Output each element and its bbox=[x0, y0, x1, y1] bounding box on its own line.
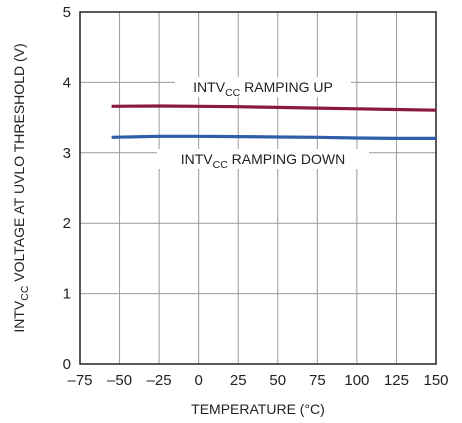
plot-frame bbox=[79, 11, 437, 365]
y-tick-label: 4 bbox=[63, 74, 71, 91]
x-tick-label: –25 bbox=[147, 372, 172, 389]
x-tick-label: –50 bbox=[107, 372, 132, 389]
x-tick-label: 0 bbox=[194, 372, 202, 389]
x-tick-label: 100 bbox=[344, 372, 369, 389]
series-labels: INTVCC RAMPING UP INTVCC RAMPING DOWN bbox=[157, 77, 369, 171]
series-line-ramping-up bbox=[111, 104, 437, 112]
series-line-ramping-down bbox=[111, 134, 436, 140]
series-label-background bbox=[157, 148, 369, 169]
y-tick-label: 5 bbox=[63, 4, 71, 21]
x-tick-label: 125 bbox=[384, 372, 409, 389]
series-label-background bbox=[175, 77, 351, 98]
grid bbox=[79, 11, 437, 365]
series-label-ramping-up: INTVCC RAMPING UP bbox=[193, 79, 333, 99]
x-tick-label: 50 bbox=[269, 372, 286, 389]
series-lines bbox=[111, 104, 437, 140]
y-axis-title: INTVCC VOLTAGE AT UVLO THRESHOLD (V) bbox=[11, 43, 31, 332]
y-tick-label: 0 bbox=[63, 356, 71, 373]
x-axis-title: TEMPERATURE (°C) bbox=[191, 401, 325, 417]
y-tick-label: 1 bbox=[63, 286, 71, 303]
tick-labels: –75 –50 –25 0 25 50 75 100 125 150 0 1 2 3 4 5 bbox=[63, 4, 449, 389]
x-tick-label: 150 bbox=[423, 372, 448, 389]
y-tick-label: 2 bbox=[63, 215, 71, 232]
series-label-ramping-down: INTVCC RAMPING DOWN bbox=[181, 151, 346, 171]
x-tick-label: 75 bbox=[309, 372, 326, 389]
x-tick-label: –75 bbox=[67, 372, 92, 389]
y-tick-label: 3 bbox=[63, 145, 71, 162]
x-tick-label: 25 bbox=[230, 372, 247, 389]
